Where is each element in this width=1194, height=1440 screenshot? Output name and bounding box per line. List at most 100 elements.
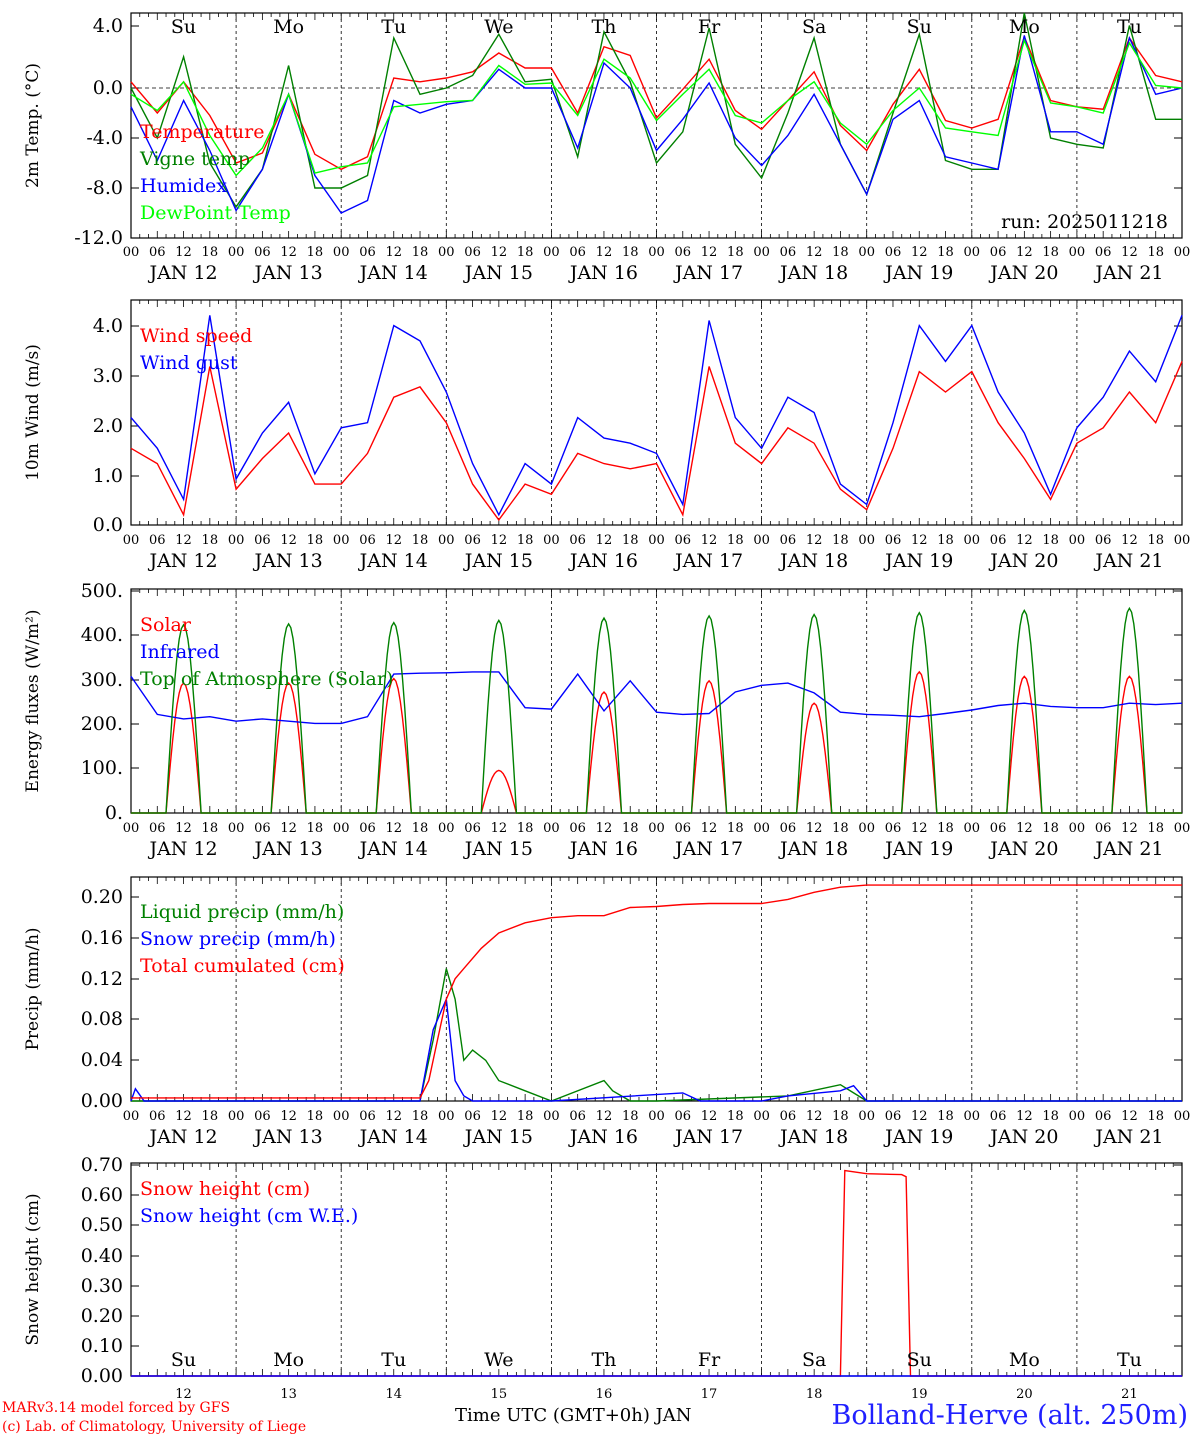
hour-tick-label: 00 (1174, 245, 1191, 260)
y-tick-label: 0. (105, 802, 123, 824)
y-tick-label: 0.00 (81, 1090, 123, 1112)
hour-tick-label: 06 (780, 821, 797, 836)
hour-tick-label: 18 (937, 245, 954, 260)
hour-tick-label: 00 (753, 533, 770, 548)
hour-tick-label: 06 (780, 533, 797, 548)
y-tick-label: 4.0 (93, 315, 123, 337)
date-label: JAN 19 (883, 838, 953, 860)
hour-tick-label: 06 (990, 533, 1007, 548)
hour-tick-label: 18 (1042, 1109, 1059, 1124)
hour-tick-label: 00 (438, 821, 455, 836)
hour-tick-label: 06 (149, 245, 166, 260)
day-number-label: 17 (701, 1387, 718, 1402)
hour-tick-label: 12 (491, 821, 508, 836)
hour-tick-label: 00 (753, 245, 770, 260)
date-label: JAN 15 (463, 550, 533, 572)
hour-tick-label: 18 (412, 533, 429, 548)
hour-tick-label: 06 (464, 533, 481, 548)
series-line-snow-precip-mm-h- (130, 996, 1182, 1102)
hour-tick-label: 18 (412, 245, 429, 260)
hour-tick-label: 12 (806, 1109, 823, 1124)
series-line-wind-gust (130, 315, 1183, 517)
hour-tick-label: 18 (1042, 533, 1059, 548)
hour-tick-label: 18 (937, 821, 954, 836)
weekday-label-top: We (484, 16, 513, 38)
weekday-label-top: Su (171, 16, 196, 38)
hour-tick-label: 00 (648, 245, 665, 260)
hour-tick-label: 18 (622, 533, 639, 548)
weekday-label-bottom: We (484, 1349, 513, 1371)
hour-tick-label: 00 (648, 1109, 665, 1124)
series-line-dewpoint-temp (130, 38, 1183, 177)
hour-tick-label: 18 (1042, 245, 1059, 260)
hour-tick-label: 00 (333, 245, 350, 260)
hour-tick-label: 06 (1095, 533, 1112, 548)
hour-tick-label: 12 (701, 1109, 718, 1124)
y-tick-label: 4.0 (93, 15, 123, 37)
hour-tick-label: 18 (202, 1109, 219, 1124)
hour-tick-label: 06 (569, 821, 586, 836)
hour-tick-label: 00 (1174, 533, 1191, 548)
date-label: JAN 15 (463, 262, 533, 284)
date-label: JAN 18 (778, 1126, 848, 1148)
hour-tick-label: 06 (885, 533, 902, 548)
x-axis-title: Time UTC (GMT+0h) JAN (455, 1405, 692, 1426)
hour-tick-label: 18 (412, 1109, 429, 1124)
y-tick-label: 0.50 (81, 1214, 123, 1236)
panel-5: 0.70 0.60 0.50 0.40 0.30 0.20 0.10 0.00 Snow hei… (23, 1154, 1183, 1387)
hour-tick-label: 18 (832, 821, 849, 836)
hour-tick-label: 18 (307, 1109, 324, 1124)
hour-tick-label: 18 (832, 533, 849, 548)
date-label: JAN 14 (358, 1126, 428, 1148)
hour-tick-label: 06 (990, 821, 1007, 836)
hour-tick-label: 12 (385, 1109, 402, 1124)
weekday-label-top: Sa (802, 16, 826, 38)
hour-tick-label: 18 (622, 245, 639, 260)
hour-tick-label: 12 (1016, 821, 1033, 836)
weekday-label-top: Su (907, 16, 932, 38)
hour-tick-label: 12 (1016, 533, 1033, 548)
hour-tick-label: 12 (911, 821, 928, 836)
legend-entry: Snow height (cm W.E.) (140, 1205, 358, 1227)
hour-tick-label: 06 (254, 245, 271, 260)
y-tick-label: 0.12 (81, 968, 123, 990)
hour-tick-label: 18 (727, 1109, 744, 1124)
date-label: JAN 12 (147, 262, 217, 284)
legend-entry: Liquid precip (mm/h) (140, 901, 344, 923)
date-label: JAN 15 (463, 1126, 533, 1148)
hour-tick-label: 00 (543, 821, 560, 836)
date-label: JAN 14 (358, 550, 428, 572)
hour-tick-label: 06 (569, 245, 586, 260)
hour-tick-label: 12 (596, 533, 613, 548)
hour-tick-label: 12 (806, 821, 823, 836)
plot-frame (130, 299, 1183, 526)
y-tick-label: 0.0 (93, 77, 123, 99)
hour-tick-label: 00 (543, 1109, 560, 1124)
hour-tick-label: 18 (202, 821, 219, 836)
hour-tick-label: 00 (1174, 1109, 1191, 1124)
y-tick-label: 0.16 (81, 927, 123, 949)
hour-tick-label: 06 (675, 1109, 692, 1124)
date-label: JAN 16 (568, 262, 638, 284)
hour-tick-label: 00 (123, 821, 140, 836)
day-number-label: 20 (1016, 1387, 1033, 1402)
hour-tick-label: 12 (806, 533, 823, 548)
hour-tick-label: 12 (596, 821, 613, 836)
weekday-label-bottom: Su (171, 1349, 196, 1371)
date-label: JAN 19 (883, 262, 953, 284)
hour-tick-label: 06 (1095, 245, 1112, 260)
date-label: JAN 13 (253, 1126, 323, 1148)
hour-tick-label: 00 (228, 1109, 245, 1124)
y-tick-label: 200. (81, 713, 123, 735)
hour-tick-label: 18 (1042, 821, 1059, 836)
hour-tick-label: 00 (438, 1109, 455, 1124)
hour-tick-label: 12 (385, 245, 402, 260)
model-credit: MARv3.14 model forced by GFS (2, 1400, 231, 1416)
date-label: JAN 14 (358, 262, 428, 284)
weekday-label-bottom: Mo (273, 1349, 304, 1371)
day-number-label: 16 (596, 1387, 613, 1402)
date-label: JAN 13 (253, 838, 323, 860)
hour-tick-label: 06 (254, 533, 271, 548)
date-label: JAN 18 (778, 262, 848, 284)
weekday-label-top: Mo (1009, 16, 1040, 38)
